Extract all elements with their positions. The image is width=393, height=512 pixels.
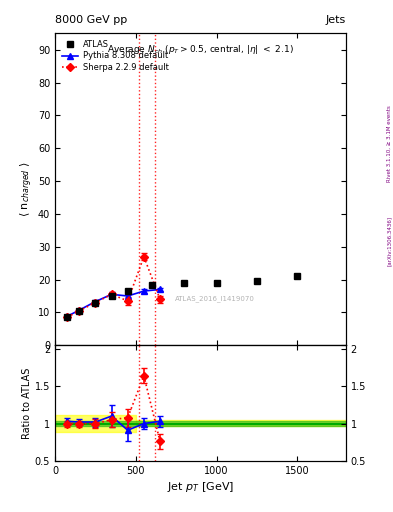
X-axis label: Jet $p_T$ [GeV]: Jet $p_T$ [GeV] [167,480,234,494]
Y-axis label: Ratio to ATLAS: Ratio to ATLAS [22,367,32,439]
Text: [arXiv:1306.3436]: [arXiv:1306.3436] [387,216,391,266]
Y-axis label: $\langle$ n$_{charged}$ $\rangle$: $\langle$ n$_{charged}$ $\rangle$ [18,161,35,217]
Text: Average $N_{ch}$ ($p_T$$>$0.5, central, $|\eta|$ $<$ 2.1): Average $N_{ch}$ ($p_T$$>$0.5, central, … [107,42,294,56]
Text: Rivet 3.1.10, ≥ 3.1M events: Rivet 3.1.10, ≥ 3.1M events [387,105,391,182]
Legend: ATLAS, Pythia 8.308 default, Sherpa 2.2.9 default: ATLAS, Pythia 8.308 default, Sherpa 2.2.… [59,37,171,74]
Text: 8000 GeV pp: 8000 GeV pp [55,14,127,25]
Text: ATLAS_2016_I1419070: ATLAS_2016_I1419070 [175,295,255,302]
Text: Jets: Jets [325,14,346,25]
